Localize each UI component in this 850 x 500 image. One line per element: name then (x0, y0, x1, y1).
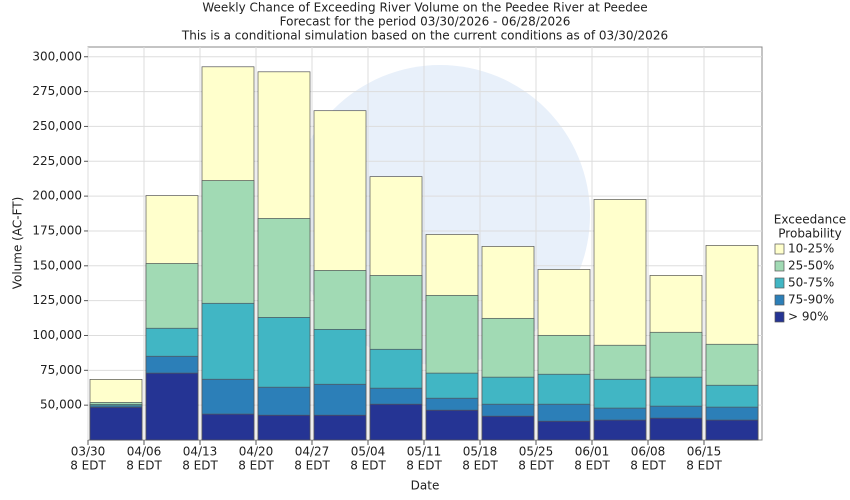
x-tick-label: 05/25 (519, 445, 554, 459)
x-tick-label: 8 EDT (182, 459, 218, 473)
x-tick-label: 04/20 (239, 445, 274, 459)
y-tick-label: 250,000 (32, 119, 82, 133)
x-tick-label: 04/13 (183, 445, 218, 459)
x-tick-label: 8 EDT (574, 459, 610, 473)
bar (313, 414, 367, 441)
legend-label: 50-75% (788, 276, 834, 290)
x-tick-label: 8 EDT (350, 459, 386, 473)
bar (705, 419, 759, 441)
bar (593, 419, 647, 441)
x-tick-label: 05/11 (407, 445, 442, 459)
chart-subtitle: This is a conditional simulation based o… (181, 29, 668, 43)
bar (537, 420, 591, 441)
x-tick-label: 8 EDT (462, 459, 498, 473)
y-tick-label: 225,000 (32, 154, 82, 168)
x-tick-label: 04/06 (127, 445, 162, 459)
y-tick-label: 75,000 (40, 363, 82, 377)
y-tick-label: 150,000 (32, 258, 82, 272)
legend-title: Probability (778, 227, 841, 241)
x-tick-label: 05/04 (351, 445, 386, 459)
x-tick-label: 8 EDT (630, 459, 666, 473)
legend-swatch (774, 294, 785, 306)
legend-swatch (774, 243, 785, 255)
y-tick-label: 300,000 (32, 49, 82, 63)
y-tick-label: 275,000 (32, 84, 82, 98)
y-tick-label: 200,000 (32, 189, 82, 203)
x-tick-label: 05/18 (463, 445, 498, 459)
legend-title: Exceedance (774, 213, 846, 227)
x-tick-label: 8 EDT (686, 459, 722, 473)
bar (369, 403, 423, 441)
bar (425, 409, 479, 441)
legend-label: 75-90% (788, 293, 834, 307)
chart-title: Weekly Chance of Exceeding River Volume … (202, 1, 647, 15)
x-tick-label: 06/01 (575, 445, 610, 459)
y-tick-label: 175,000 (32, 223, 82, 237)
x-tick-label: 8 EDT (126, 459, 162, 473)
bar (257, 414, 311, 441)
x-axis-label: Date (411, 479, 440, 493)
bar (201, 413, 255, 441)
legend-label: 10-25% (788, 242, 834, 256)
x-tick-label: 04/27 (295, 445, 330, 459)
legend-label: > 90% (788, 310, 829, 324)
bar (89, 406, 143, 441)
bar (649, 417, 703, 441)
legend-swatch (774, 260, 785, 272)
y-tick-label: 100,000 (32, 328, 82, 342)
legend-label: 25-50% (788, 259, 834, 273)
y-tick-label: 125,000 (32, 293, 82, 307)
legend-swatch (774, 311, 785, 323)
x-tick-label: 8 EDT (294, 459, 330, 473)
x-tick-label: 8 EDT (518, 459, 554, 473)
x-tick-label: 8 EDT (238, 459, 274, 473)
y-axis-label: Volume (AC-FT) (11, 197, 25, 290)
bar (481, 415, 535, 441)
bar (145, 372, 199, 441)
chart-subtitle: Forecast for the period 03/30/2026 - 06/… (280, 15, 571, 29)
x-tick-label: 06/15 (687, 445, 722, 459)
legend-swatch (774, 277, 785, 289)
x-tick-label: 06/08 (631, 445, 666, 459)
x-tick-label: 8 EDT (406, 459, 442, 473)
x-tick-label: 8 EDT (70, 459, 106, 473)
x-tick-label: 03/30 (71, 445, 106, 459)
y-tick-label: 50,000 (40, 398, 82, 412)
